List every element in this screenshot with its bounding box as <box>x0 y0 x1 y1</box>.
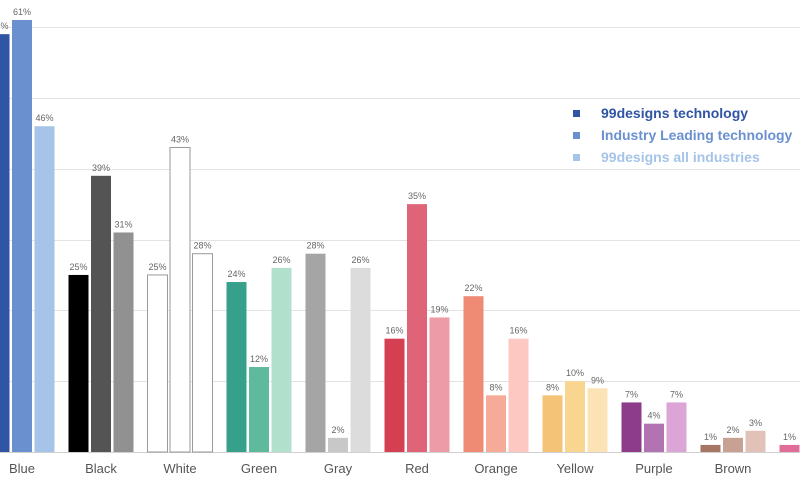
value-label: 1% <box>783 432 796 442</box>
bar-green-series-1 <box>226 282 247 452</box>
bar-white-series-2 <box>169 146 191 453</box>
legend-label: 99designs all industries <box>601 149 760 165</box>
legend-swatch <box>573 153 580 161</box>
bar-green-series-3 <box>271 267 292 452</box>
bar-white-series-3 <box>192 253 213 453</box>
bar-brown-series-3 <box>745 430 766 452</box>
category-label-black: Black <box>85 461 117 476</box>
legend-item-99designs-technology: 99designs technology <box>573 102 792 124</box>
bar-blue-series-2 <box>12 20 32 452</box>
value-label: 43% <box>171 134 189 144</box>
bar-green-series-2 <box>249 367 269 452</box>
value-label: 28% <box>306 241 324 251</box>
value-label: 16% <box>385 326 403 336</box>
value-label: 3% <box>749 418 762 428</box>
value-label: 25% <box>69 262 87 272</box>
value-label: 61% <box>13 7 31 17</box>
legend-swatch <box>573 131 580 139</box>
value-label: 4% <box>647 411 660 421</box>
bar-white-series-1 <box>147 274 168 453</box>
category-label-red: Red <box>405 461 429 476</box>
category-label-gray: Gray <box>324 461 353 476</box>
bar-gray-series-2 <box>328 437 348 452</box>
bar-gray-series-3 <box>350 267 371 452</box>
value-label: 24% <box>227 269 245 279</box>
category-labels: Blue Black White Green Gray Red Orange Yellow Pu… <box>9 461 800 476</box>
bar-red-series-3 <box>429 317 450 452</box>
bar-red-series-1 <box>384 338 405 452</box>
bar-purple-series-3 <box>666 402 687 452</box>
bar-orange-series-1 <box>463 296 484 452</box>
value-labels: 59% 61% 46% 25% 39% 31% 25% 43% 28% 24% 12% 26% 28% 2… <box>0 7 796 442</box>
value-label: 25% <box>148 262 166 272</box>
legend-label: Industry Leading technology <box>601 127 793 143</box>
bar-purple-series-1 <box>621 402 642 452</box>
value-label: 8% <box>546 382 559 392</box>
bar-blue-series-1 <box>0 34 10 452</box>
bar-black-series-2 <box>91 175 111 452</box>
category-label-brown: Brown <box>715 461 752 476</box>
bar-black-series-3 <box>113 232 134 452</box>
value-label: 35% <box>408 191 426 201</box>
bar-pink-series-1 <box>779 444 800 452</box>
bar-yellow-series-3 <box>587 388 608 452</box>
bar-brown-series-2 <box>723 437 743 452</box>
bar-brown-series-1 <box>700 444 721 452</box>
value-label: 7% <box>670 389 683 399</box>
category-label-white: White <box>163 461 196 476</box>
value-label: 16% <box>509 326 527 336</box>
bar-yellow-series-2 <box>565 381 585 452</box>
value-label: 10% <box>566 368 584 378</box>
bar-black-series-1 <box>68 274 89 452</box>
value-label: 22% <box>464 283 482 293</box>
value-label: 31% <box>114 219 132 229</box>
value-label: 8% <box>489 382 502 392</box>
value-label: 2% <box>726 425 739 435</box>
bar-orange-series-3 <box>508 338 529 452</box>
category-label-orange: Orange <box>474 461 517 476</box>
bar-purple-series-2 <box>644 423 664 452</box>
value-label: 7% <box>625 389 638 399</box>
bar-yellow-series-1 <box>542 395 563 452</box>
value-label: 39% <box>92 163 110 173</box>
category-label-blue: Blue <box>9 461 35 476</box>
value-label: 9% <box>591 375 604 385</box>
legend-label: 99designs technology <box>601 105 749 121</box>
value-label: 26% <box>272 255 290 265</box>
value-label: 28% <box>193 241 211 251</box>
category-label-purple: Purple <box>635 461 673 476</box>
bar-orange-series-2 <box>486 395 506 452</box>
category-label-yellow: Yellow <box>556 461 594 476</box>
value-label: 46% <box>35 113 53 123</box>
value-label: 12% <box>250 354 268 364</box>
value-label: 2% <box>331 425 344 435</box>
bars <box>0 20 800 453</box>
legend-item-industry-leading-technology: Industry Leading technology <box>573 124 792 146</box>
bar-gray-series-1 <box>305 253 326 452</box>
legend-swatch <box>573 109 580 117</box>
bar-blue-series-3 <box>34 126 55 453</box>
category-label-green: Green <box>241 461 277 476</box>
value-label: 26% <box>351 255 369 265</box>
value-label: 1% <box>704 432 717 442</box>
value-label: 59% <box>0 21 9 31</box>
bar-red-series-2 <box>407 204 427 452</box>
legend: 99designs technology Industry Leading te… <box>573 102 792 168</box>
value-label: 19% <box>430 304 448 314</box>
legend-item-99designs-all-industries: 99designs all industries <box>573 146 792 168</box>
